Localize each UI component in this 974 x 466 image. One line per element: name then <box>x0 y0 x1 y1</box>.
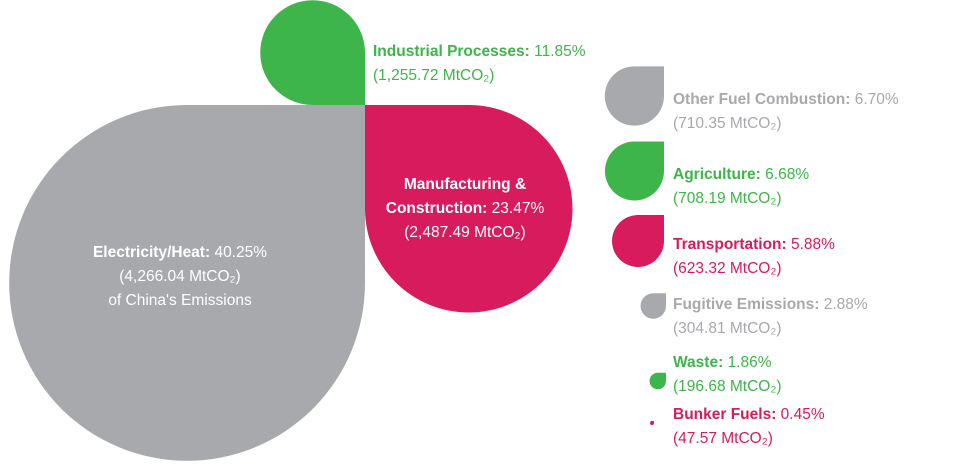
label: Manufacturing & Construction: 23.47% (2,4… <box>370 173 560 245</box>
category-name: Industrial Processes: <box>373 43 530 60</box>
teardrop <box>650 421 654 425</box>
emission-label: (47.57 MtCO₂) <box>673 430 773 447</box>
annotation: of China's Emissions <box>108 292 252 309</box>
teardrop <box>612 215 664 267</box>
label: Electricity/Heat: 40.25% (4,266.04 MtCO₂)… <box>20 241 340 313</box>
teardrop <box>604 66 664 126</box>
category-name: Agriculture: <box>673 166 761 183</box>
category-name: Transportation: <box>673 236 787 253</box>
emission-label: (2,487.49 MtCO₂) <box>404 224 526 241</box>
category-name: Manufacturing & Construction: <box>385 176 527 217</box>
teardrop <box>649 372 666 390</box>
teardrop <box>9 105 365 461</box>
emission-label: (1,255.72 MtCO₂) <box>373 67 495 84</box>
category-name: Bunker Fuels: <box>673 406 777 423</box>
value-label: 11.85% <box>534 43 586 60</box>
value-label: 0.45% <box>780 406 825 423</box>
value-label: 1.86% <box>727 354 772 371</box>
value-label: 5.88% <box>790 236 835 253</box>
teardrop <box>640 293 666 319</box>
label: Agriculture: 6.68% (708.19 MtCO₂) <box>673 163 973 211</box>
value-label: 6.70% <box>854 91 899 108</box>
emission-label: (708.19 MtCO₂) <box>673 190 782 207</box>
category-name: Waste: <box>673 354 724 371</box>
label: Other Fuel Combustion: 6.70% (710.35 MtCO… <box>673 88 973 136</box>
label: Fugitive Emissions: 2.88% (304.81 MtCO₂) <box>673 293 973 341</box>
label: Transportation: 5.88% (623.32 MtCO₂) <box>673 233 973 281</box>
label: Bunker Fuels: 0.45% (47.57 MtCO₂) <box>673 403 973 451</box>
label: Industrial Processes: 11.85% (1,255.72 Mt… <box>373 40 673 88</box>
emission-label: (196.68 MtCO₂) <box>673 378 782 395</box>
emission-label: (710.35 MtCO₂) <box>673 115 782 132</box>
teardrop <box>260 0 365 105</box>
teardrop <box>604 141 664 201</box>
emission-label: (623.32 MtCO₂) <box>673 260 782 277</box>
teardrop <box>365 105 573 313</box>
category-name: Electricity/Heat: <box>92 244 211 261</box>
category-name: Fugitive Emissions: <box>673 296 820 313</box>
label: Waste: 1.86% (196.68 MtCO₂) <box>673 351 973 399</box>
category-name: Other Fuel Combustion: <box>673 91 851 108</box>
emission-label: (304.81 MtCO₂) <box>673 320 782 337</box>
emission-label: (4,266.04 MtCO₂) <box>119 268 241 285</box>
value-label: 23.47% <box>491 200 545 217</box>
value-label: 6.68% <box>765 166 810 183</box>
value-label: 40.25% <box>214 244 268 261</box>
value-label: 2.88% <box>823 296 868 313</box>
